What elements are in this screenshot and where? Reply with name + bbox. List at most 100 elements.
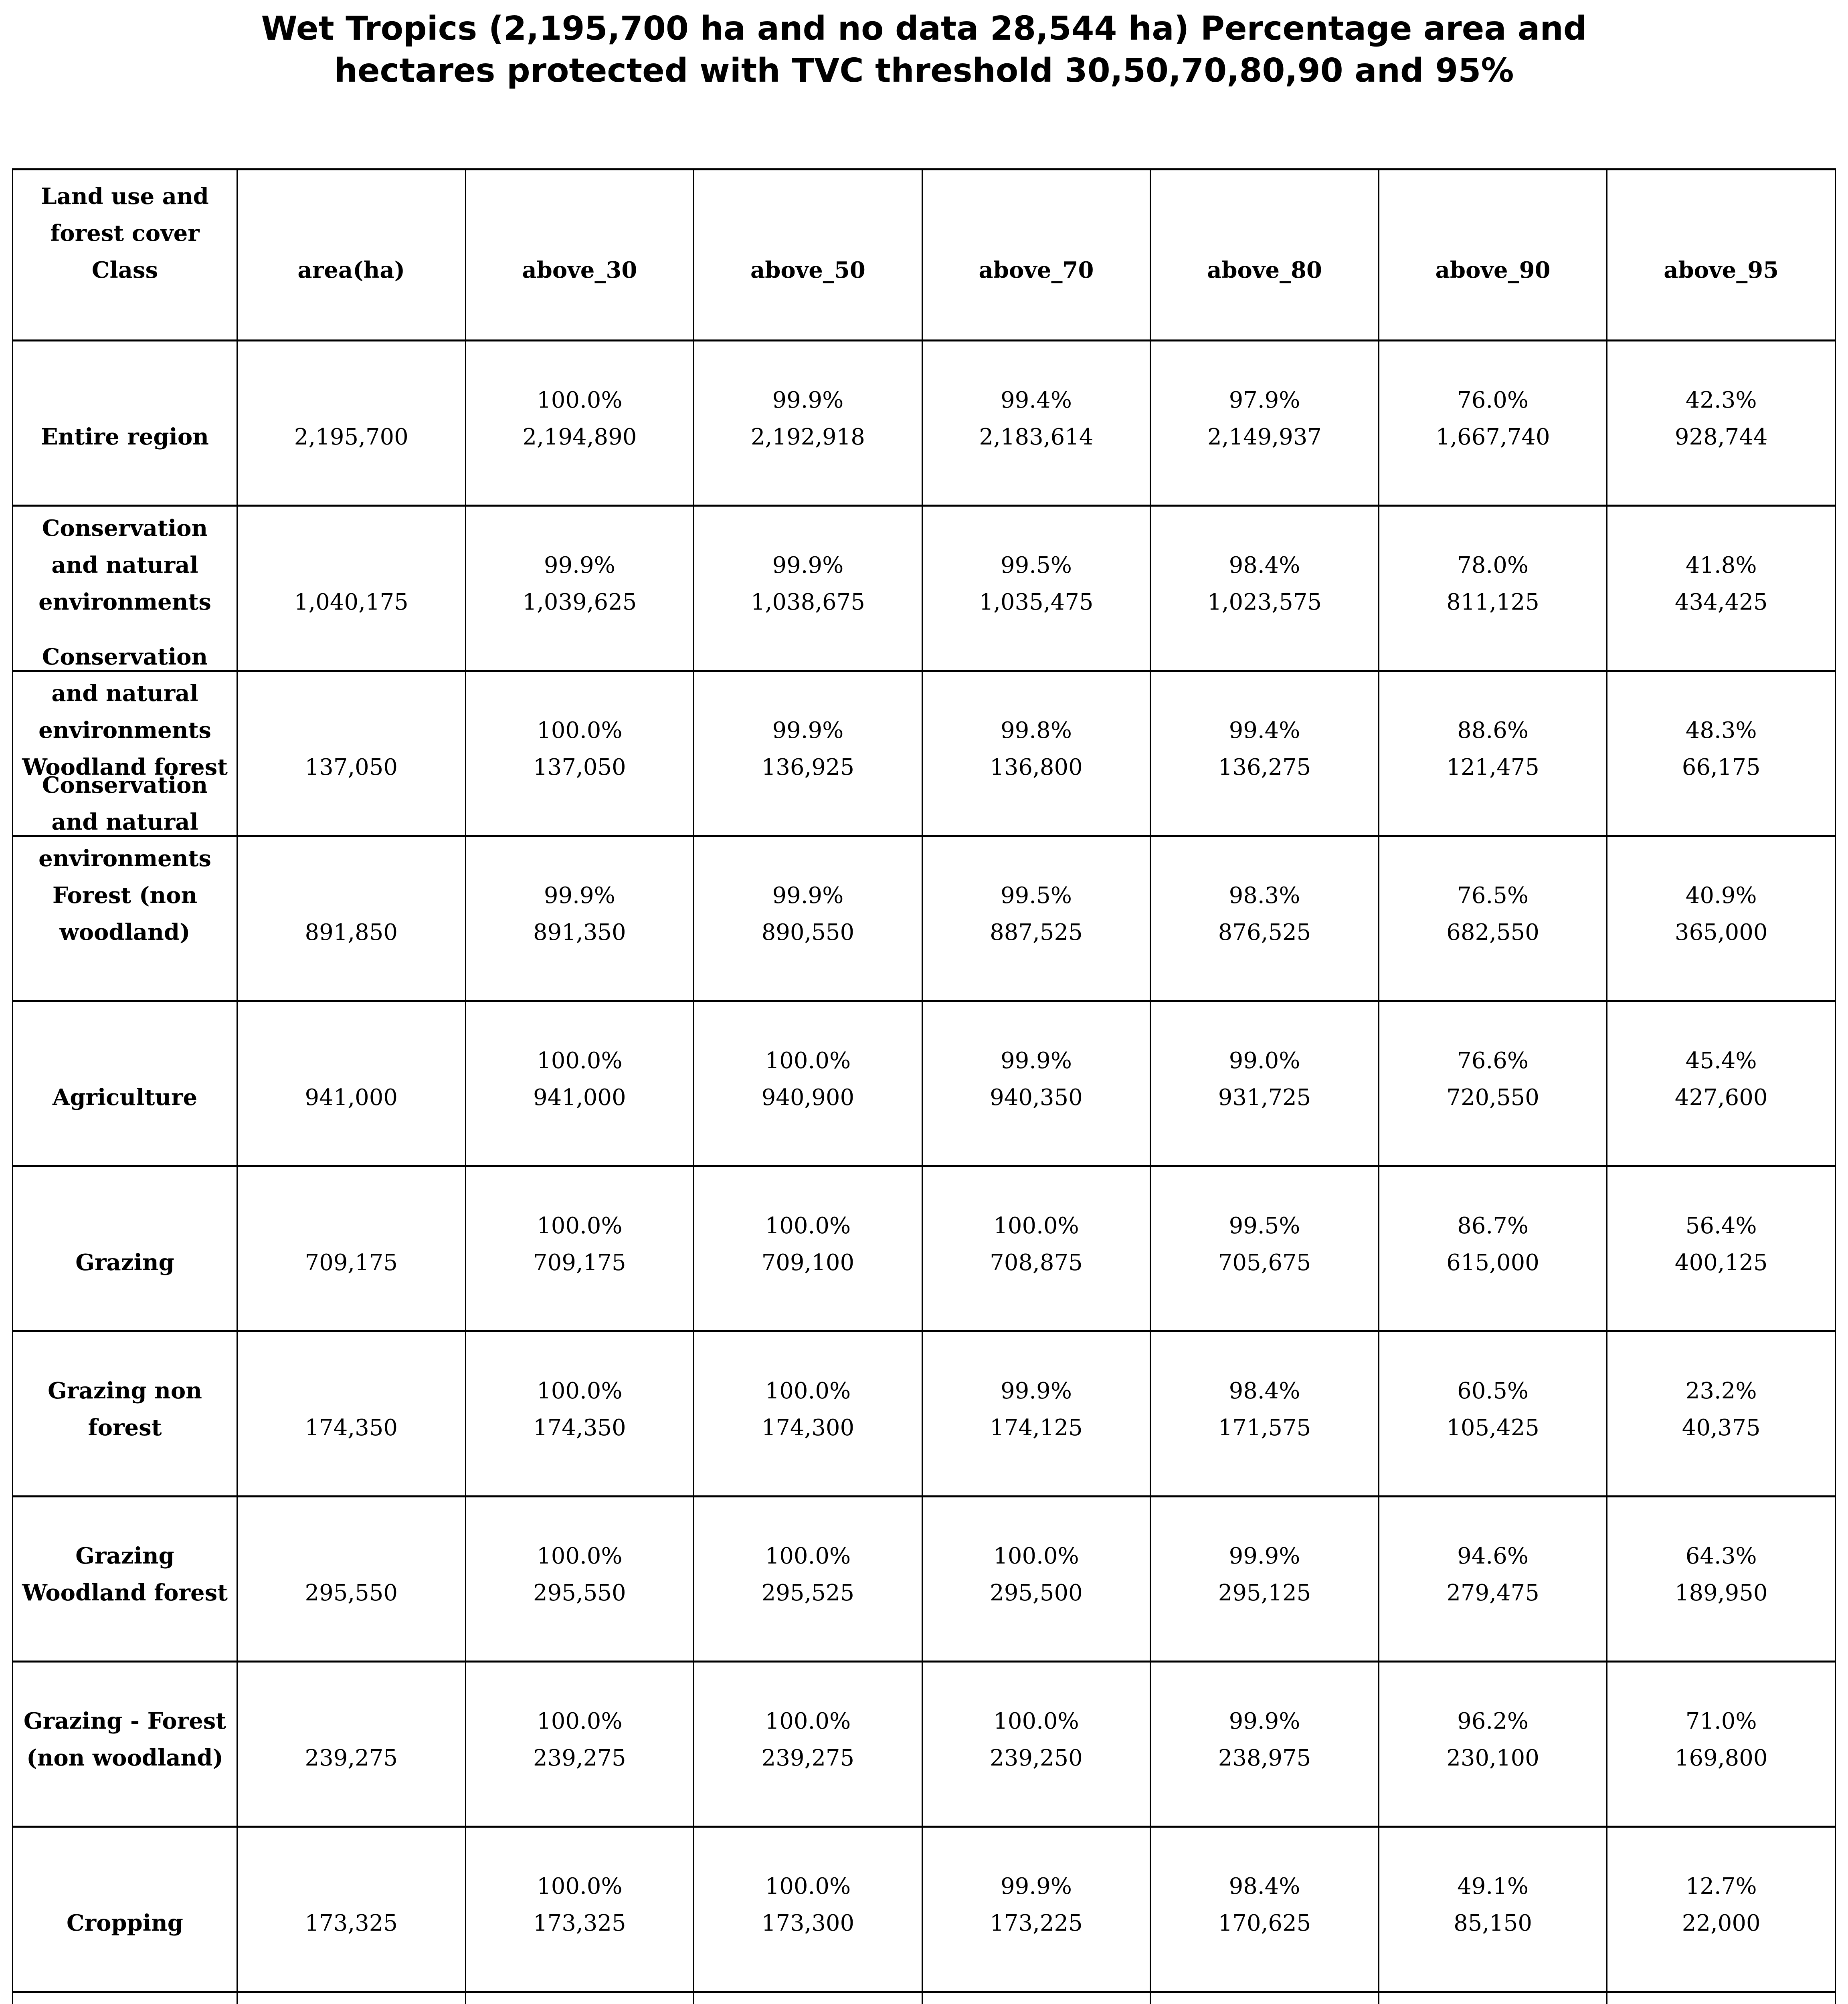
percent-value: 60.5% <box>1457 1378 1529 1404</box>
hectares-value: 2,194,890 <box>522 424 637 450</box>
threshold-cell: 99.9% 890,550 <box>693 835 923 1002</box>
page-title: Wet Tropics (2,195,700 ha and no data 28… <box>198 8 1650 92</box>
area-cell: 1,040,175 <box>237 505 466 672</box>
percent-value: 100.0% <box>537 1213 623 1239</box>
percent-value: 100.0% <box>765 1543 851 1570</box>
hectares-value: 890,550 <box>761 919 855 946</box>
hectares-value: 709,175 <box>533 1250 626 1276</box>
percent-value: 100.0% <box>537 1048 623 1074</box>
hectares-value: 173,325 <box>533 1910 626 1937</box>
percent-value: 99.9% <box>1229 1543 1300 1570</box>
hectares-value: 170,625 <box>1218 1910 1311 1937</box>
hectares-value: 173,225 <box>990 1910 1083 1937</box>
threshold-cell: 40.9% 365,000 <box>1606 835 1836 1002</box>
percent-value: 100.0% <box>765 1378 851 1404</box>
area-value: 137,050 <box>305 754 398 781</box>
area-value: 2,195,700 <box>294 424 408 450</box>
hectares-value: 876,525 <box>1218 919 1311 946</box>
percent-value: 100.0% <box>537 1708 623 1735</box>
percent-value: 76.6% <box>1457 1048 1529 1074</box>
percent-value: 45.4% <box>1685 1048 1757 1074</box>
threshold-cell: 94.7%55,375 <box>1150 1991 1379 2004</box>
hectares-value: 928,744 <box>1674 424 1768 450</box>
column-header-above-50: above_50 <box>693 168 923 341</box>
hectares-value: 1,039,625 <box>522 589 637 616</box>
percent-value: 100.0% <box>993 1213 1079 1239</box>
row-label: Conservation and natural environments <box>38 515 211 616</box>
area-cell: 2,195,700 <box>237 339 466 507</box>
hectares-value: 239,275 <box>761 1745 855 1772</box>
hectares-value: 705,675 <box>1218 1250 1311 1276</box>
percent-value: 98.4% <box>1229 552 1300 579</box>
area-value: 891,850 <box>305 919 398 946</box>
threshold-cell: 99.5% 887,525 <box>921 835 1151 1002</box>
threshold-cell: 100.0% 239,275 <box>693 1661 923 1828</box>
percent-value: 99.9% <box>772 717 844 744</box>
percent-value: 100.0% <box>537 1543 623 1570</box>
hectares-value: 941,000 <box>533 1085 626 1111</box>
percent-value: 99.9% <box>1229 1708 1300 1735</box>
percent-value: 100.0% <box>537 1873 623 1900</box>
percent-value: 98.3% <box>1229 883 1300 909</box>
threshold-cell: 97.9% 2,149,937 <box>1150 339 1379 507</box>
table-row: Conservation and natural environments 1,0… <box>12 505 1836 672</box>
hectares-value: 1,038,675 <box>750 589 865 616</box>
row-label-cell: Entire region <box>12 339 238 507</box>
threshold-cell: 88.6% 121,475 <box>1378 670 1608 837</box>
hectares-value: 2,149,937 <box>1207 424 1322 450</box>
threshold-cell: 94.6% 279,475 <box>1378 1495 1608 1663</box>
table-row: Entire region 2,195,700 100.0% 2,194,890 99.… <box>12 339 1836 507</box>
threshold-cell: 71.0% 169,800 <box>1606 1661 1836 1828</box>
hectares-value: 239,275 <box>533 1745 626 1772</box>
hectares-value: 279,475 <box>1446 1580 1539 1606</box>
threshold-cell: 56.4% 400,125 <box>1606 1165 1836 1332</box>
row-label: Cropping <box>67 1910 183 1937</box>
percent-value: 99.9% <box>1001 1378 1072 1404</box>
table-row: Conservation and natural environments Wo… <box>12 644 1836 837</box>
hectares-value: 137,050 <box>533 754 626 781</box>
hectares-value: 136,925 <box>761 754 855 781</box>
percent-value: 99.9% <box>1001 1873 1072 1900</box>
page-title-line1: Wet Tropics (2,195,700 ha and no data 28… <box>261 10 1587 48</box>
threshold-cell: 64.3% 189,950 <box>1606 1495 1836 1663</box>
area-cell: 891,850 <box>237 835 466 1002</box>
percent-value: 64.3% <box>1685 1543 1757 1570</box>
hectares-value: 105,425 <box>1446 1415 1539 1441</box>
row-label: Conservation and natural environments Wo… <box>22 643 228 781</box>
area-value: 239,275 <box>305 1745 398 1772</box>
threshold-cell: 100.0% 709,175 <box>465 1165 695 1332</box>
row-label-cell: Irrigation <box>12 1991 238 2004</box>
row-label: Grazing - Forest (non woodland) <box>23 1708 226 1772</box>
threshold-cell: 99.4% 2,183,614 <box>921 339 1151 507</box>
percent-value: 99.5% <box>1229 1213 1300 1239</box>
hectares-value: 365,000 <box>1674 919 1768 946</box>
threshold-cell: 99.6%58,200 <box>921 1991 1151 2004</box>
threshold-cell: 100.0% 239,275 <box>465 1661 695 1828</box>
hectares-value: 169,800 <box>1674 1745 1768 1772</box>
threshold-cell: 100.0% 295,550 <box>465 1495 695 1663</box>
threshold-cell: 48.3% 66,175 <box>1606 670 1836 837</box>
percent-value: 99.9% <box>772 552 844 579</box>
hectares-value: 427,600 <box>1674 1085 1768 1111</box>
threshold-cell: 100.0% 941,000 <box>465 1000 695 1167</box>
column-header-above-95: above_95 <box>1606 168 1836 341</box>
hectares-value: 615,000 <box>1446 1250 1539 1276</box>
table-header-row: Land use and forest cover Class area(ha)… <box>12 168 1836 341</box>
hectares-value: 891,350 <box>533 919 626 946</box>
threshold-cell: 99.5% 705,675 <box>1150 1165 1379 1332</box>
threshold-cell: 99.9% 2,192,918 <box>693 339 923 507</box>
area-cell: 137,050 <box>237 670 466 837</box>
threshold-cell: 100.0% 137,050 <box>465 670 695 837</box>
threshold-cell: 23.2% 40,375 <box>1606 1330 1836 1497</box>
row-label-cell: Conservation and natural environments Fo… <box>12 772 238 1002</box>
hectares-value: 22,000 <box>1682 1910 1761 1937</box>
table-row: Cropping 173,325 100.0% 173,325 100.0% 173,30… <box>12 1826 1836 1993</box>
hectares-value: 295,550 <box>533 1580 626 1606</box>
area-value: 941,000 <box>305 1085 398 1111</box>
percent-value: 76.0% <box>1457 387 1529 414</box>
threshold-cell: 49.1% 85,150 <box>1378 1826 1608 1993</box>
table-row: Agriculture 941,000 100.0% 941,000 100.0% 940… <box>12 1000 1836 1167</box>
row-label: Entire region <box>41 424 209 450</box>
area-cell: 239,275 <box>237 1661 466 1828</box>
percent-value: 100.0% <box>537 387 623 414</box>
